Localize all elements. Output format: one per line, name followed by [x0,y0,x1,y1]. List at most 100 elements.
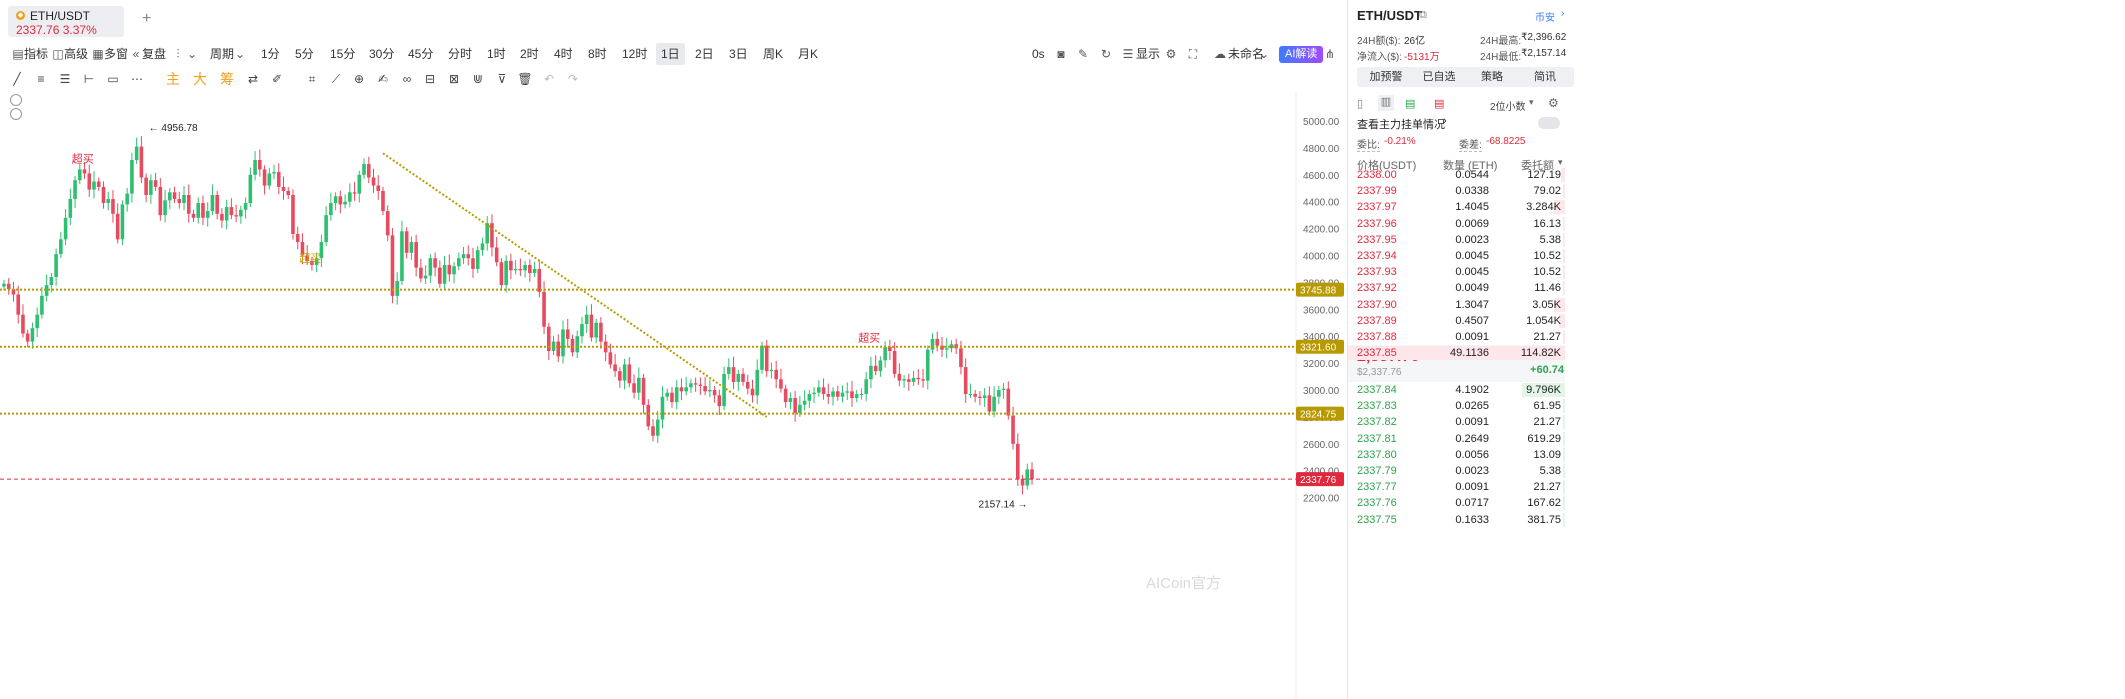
candle-body[interactable] [149,180,153,195]
candle-body[interactable] [684,387,688,392]
candle-body[interactable] [485,223,490,244]
bid-row[interactable]: 2337.83 0.0265 61.95 [1348,398,1565,414]
candle-body[interactable] [802,400,807,405]
candle-body[interactable] [229,207,234,216]
horizontal-lines-icon[interactable]: ☰ [59,72,71,86]
candle-body[interactable] [817,387,821,393]
candle-body[interactable] [712,390,717,396]
candle-body[interactable] [400,231,404,282]
candle-body[interactable] [708,390,712,392]
big-indicator-button[interactable]: 大 [193,71,207,87]
candle-body[interactable] [371,177,376,186]
horizontal-ray-icon[interactable]: ⊢ [83,72,95,86]
candle-body[interactable] [63,217,68,240]
candle-body[interactable] [54,254,58,278]
candle-body[interactable] [845,391,850,393]
ask-row[interactable]: 2337.97 1.4045 3.284K [1348,199,1565,215]
candle-body[interactable] [959,348,963,368]
decimals-dropdown[interactable]: 2位小数 [1490,102,1526,113]
candle-body[interactable] [703,385,707,392]
candle-body[interactable] [414,242,418,268]
alert-icon[interactable]: ⊠ [448,72,460,86]
undo-icon[interactable]: ↶ [543,72,555,86]
ask-row[interactable]: 2337.89 0.4507 1.054K [1348,313,1565,329]
ask-row[interactable]: 2337.96 0.0069 16.13 [1348,216,1565,232]
candle-body[interactable] [911,377,916,382]
copy-icon[interactable]: ⧉ [1419,9,1427,21]
candle-body[interactable] [646,404,651,427]
candle-body[interactable] [1015,443,1020,479]
candle-body[interactable] [395,281,399,296]
candle-body[interactable] [362,164,366,175]
bid-row[interactable]: 2337.79 0.0023 5.38 [1348,463,1565,479]
filter-icon[interactable]: ⊽ [497,72,507,86]
bid-row[interactable]: 2337.80 0.0056 13.09 [1348,447,1565,463]
layout-bids-icon[interactable]: ▤ [1405,98,1416,110]
candle-body[interactable] [798,404,802,413]
candle-body[interactable] [390,235,395,296]
chart-type-icon[interactable]: ⫶ [176,47,180,61]
candle-body[interactable] [826,394,831,397]
candle-body[interactable] [92,181,96,190]
layout-name-dropdown[interactable]: 未命名 [1228,47,1265,61]
candle-body[interactable] [177,199,182,204]
candle-body[interactable] [49,277,54,286]
candle-body[interactable] [224,207,229,221]
bid-row[interactable]: 2337.84 4.1902 9.796K [1348,382,1565,398]
period-1h[interactable]: 1时 [487,47,506,61]
candle-body[interactable] [674,387,679,403]
candle-body[interactable] [376,185,381,191]
candle-body[interactable] [205,211,210,218]
candle-body[interactable] [632,383,636,393]
watchlist-button[interactable]: 已自选 [1410,67,1468,87]
candle-body[interactable] [963,367,968,395]
layout-both-icon[interactable]: ▯ [1357,98,1364,110]
ask-row[interactable]: 2337.85 49.1136 114.82K [1348,345,1565,361]
advanced-button[interactable]: 高级 [64,47,89,61]
candle-body[interactable] [589,314,594,338]
ask-row[interactable]: 2337.99 0.0338 79.02 [1348,183,1565,199]
display-button[interactable]: 显示 [1136,47,1161,61]
candle-body[interactable] [348,192,352,202]
candle-body[interactable] [2,283,6,287]
candle-body[interactable] [30,328,35,342]
redo-icon[interactable]: ↷ [567,72,579,86]
candle-body[interactable] [907,379,911,382]
bid-row[interactable]: 2337.77 0.0091 21.27 [1348,479,1565,495]
candle-body[interactable] [106,199,111,204]
collapse-toggle-icon[interactable] [10,108,22,120]
candle-body[interactable] [873,365,878,372]
ask-row[interactable]: 2337.90 1.3047 3.05K [1348,297,1565,313]
candle-body[interactable] [840,392,845,397]
candle-body[interactable] [731,367,736,382]
candle-body[interactable] [1001,388,1006,390]
candle-body[interactable] [769,369,774,372]
replay-button[interactable]: 复盘 [142,47,167,61]
candle-body[interactable] [925,349,930,381]
candle-body[interactable] [68,199,73,218]
candle-body[interactable] [243,203,248,210]
candle-body[interactable] [186,194,191,214]
candle-body[interactable] [144,177,148,195]
candle-body[interactable] [82,169,87,174]
period-15m[interactable]: 15分 [330,47,356,61]
ruler-icon[interactable]: ⟋ [331,72,341,86]
multi-window-button[interactable]: 多窗 [104,47,129,61]
candle-body[interactable] [452,266,456,275]
ask-row[interactable]: 2337.94 0.0045 10.52 [1348,248,1565,264]
exchange-link[interactable]: 币安 [1535,13,1555,24]
candle-body[interactable] [272,172,276,174]
candle-body[interactable] [930,338,935,350]
period-timeshare[interactable]: 分时 [448,47,473,61]
crop-icon[interactable]: ⌗ [308,72,316,86]
candle-body[interactable] [253,160,257,175]
candle-body[interactable] [542,291,546,327]
camera-icon[interactable]: ◙ [1057,47,1065,61]
candle-body[interactable] [637,377,641,393]
parallel-lines-icon[interactable]: ≡ [37,72,45,86]
candle-body[interactable] [300,242,305,256]
candle-body[interactable] [115,213,120,240]
candle-body[interactable] [172,192,177,200]
chip-indicator-button[interactable]: 筹 [220,71,234,87]
kline-chart[interactable]: 5000.00 4800.00 4600.00 4400.00 4200.00 4000.… [0,92,1345,699]
